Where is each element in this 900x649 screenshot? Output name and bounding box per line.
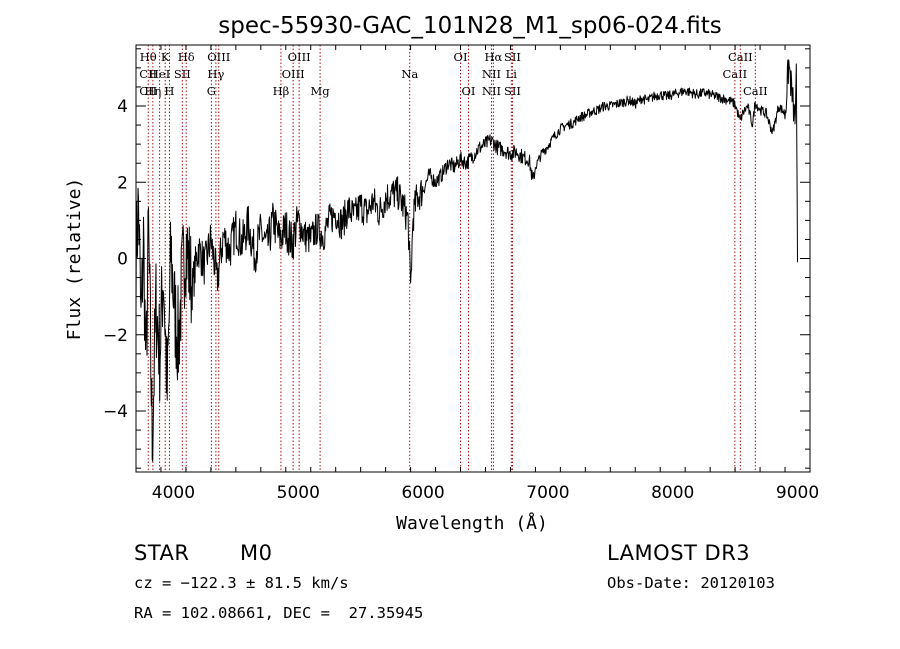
line-label: Mg xyxy=(311,84,331,98)
y-tick-label: −4 xyxy=(103,402,128,422)
line-label: HeI xyxy=(149,67,170,81)
x-tick-label: 5000 xyxy=(277,483,320,503)
line-label: Hγ xyxy=(207,67,224,81)
line-label: Na xyxy=(401,67,418,81)
object-subclass: M0 xyxy=(240,541,273,565)
line-label: H xyxy=(164,84,174,98)
redshift-info: cz = −122.3 ± 81.5 km/s xyxy=(134,574,349,592)
line-label: SII xyxy=(174,67,191,81)
x-axis-label: Wavelength (Å) xyxy=(396,512,548,534)
line-label: NII xyxy=(482,67,501,81)
y-tick-label: 0 xyxy=(117,250,128,270)
y-tick-label: −2 xyxy=(103,326,128,346)
survey-name: LAMOST DR3 xyxy=(607,541,751,565)
x-tick-label: 7000 xyxy=(526,483,569,503)
line-label: G xyxy=(207,84,216,98)
line-label: CaII xyxy=(722,67,747,81)
observation-date: Obs-Date: 20120103 xyxy=(607,574,775,592)
line-label: Hη xyxy=(144,84,161,98)
line-label: CaII xyxy=(743,84,768,98)
x-tick-label: 6000 xyxy=(401,483,444,503)
line-label: Hδ xyxy=(178,50,195,64)
y-axis-label: Flux (relative) xyxy=(64,178,85,341)
object-class: STAR xyxy=(134,541,190,565)
line-markers: HθCIICIIHηHeIKHSIIHδGHγOIIIHβOIIIOIIIMgN… xyxy=(139,45,768,472)
line-label: OI xyxy=(462,84,476,98)
y-tick-label: 4 xyxy=(117,97,128,117)
spectrum-line xyxy=(135,59,798,462)
line-label: K xyxy=(161,50,170,64)
plot-frame xyxy=(135,44,811,473)
line-label: Hα xyxy=(484,50,502,64)
x-tick-label: 9000 xyxy=(776,483,819,503)
line-label: Hθ xyxy=(140,50,157,64)
x-tick-label: 8000 xyxy=(651,483,694,503)
line-label: OIII xyxy=(282,67,305,81)
line-label: OIII xyxy=(288,50,311,64)
series-layer xyxy=(135,59,798,462)
line-label: OI xyxy=(454,50,468,64)
line-label: SII xyxy=(504,50,521,64)
line-label: CaII xyxy=(728,50,753,64)
line-label: SII xyxy=(504,84,521,98)
y-tick-label: 2 xyxy=(117,173,128,193)
chart-title: spec-55930-GAC_101N28_M1_sp06-024.fits xyxy=(218,13,721,39)
line-label: OIII xyxy=(207,50,230,64)
line-label: Hβ xyxy=(273,84,290,98)
coordinates: RA = 102.08661, DEC = 27.35945 xyxy=(134,604,424,622)
x-tick-label: 4000 xyxy=(152,483,195,503)
line-label: NII xyxy=(482,84,501,98)
axes: 4000 5000 6000 7000 8000 9000 −4 −2 0 2 4 xyxy=(103,44,819,503)
line-label: Li xyxy=(506,67,518,81)
